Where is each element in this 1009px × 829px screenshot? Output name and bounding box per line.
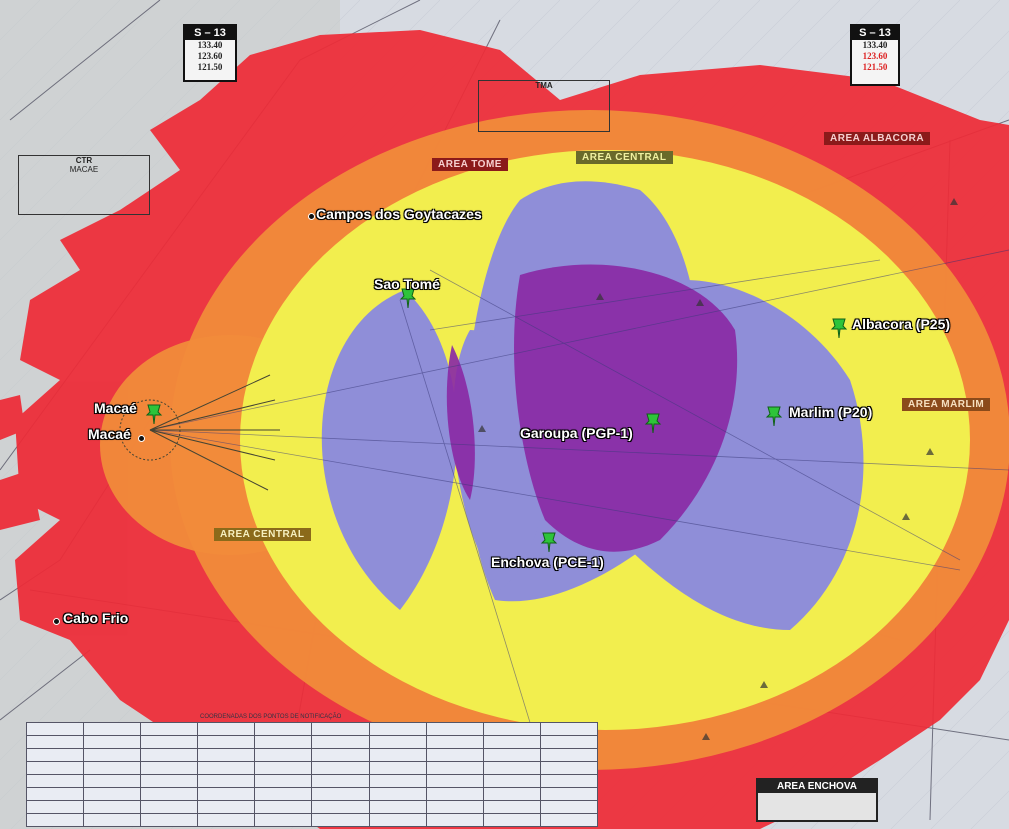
ctr-box-title: CTR	[75, 156, 93, 165]
sector-freq: 121.50	[197, 62, 223, 72]
sector-freq: 133.40	[197, 40, 223, 50]
area-tag-central: AREA CENTRAL	[576, 151, 673, 164]
cabo-frio-city-dot	[53, 618, 60, 625]
sector-freq: 133.40	[862, 40, 888, 50]
area-tag-marlim: AREA MARLIM	[902, 398, 991, 411]
label-macae-pin: Macaé	[94, 400, 137, 416]
pin-icon[interactable]	[399, 287, 417, 309]
label-sao-tome: Sao Tomé	[374, 276, 440, 292]
label-enchova: Enchova (PCE-1)	[491, 554, 604, 570]
sector-box-left: S – 13 133.40 123.60 121.50	[183, 24, 237, 82]
sector-box-title: S – 13	[852, 26, 898, 40]
waypoint-markers	[478, 198, 958, 740]
tma-box-title: TMA	[535, 81, 553, 90]
ctr-box: CTR MACAE	[18, 155, 150, 215]
coordinates-table	[25, 722, 599, 827]
purple-overlap-zone	[446, 264, 738, 552]
campos-city-dot	[308, 213, 315, 220]
sector-box-title: S – 13	[185, 26, 235, 40]
pin-icon[interactable]	[644, 412, 662, 434]
pin-icon[interactable]	[765, 405, 783, 427]
area-tag-central-left: AREA CENTRAL	[214, 528, 311, 541]
macae-city-dot	[138, 435, 145, 442]
ctr-box-sub: MACAE	[69, 165, 99, 174]
label-garoupa: Garoupa (PGP-1)	[520, 425, 633, 441]
pin-icon[interactable]	[145, 403, 163, 425]
area-tag-tome: AREA TOME	[432, 158, 508, 171]
macae-compass-rose	[119, 374, 280, 491]
sector-box-right: S – 13 133.40 123.60 121.50	[850, 24, 900, 86]
area-tag-albacora: AREA ALBACORA	[824, 132, 931, 145]
label-albacora: Albacora (P25)	[852, 316, 951, 332]
label-marlim: Marlim (P20)	[789, 404, 873, 420]
label-campos: Campos dos Goytacazes	[316, 206, 482, 222]
sector-freq: 123.60	[862, 51, 888, 61]
sector-freq: 123.60	[197, 51, 223, 61]
label-cabo-frio: Cabo Frio	[63, 610, 129, 626]
area-enchova-title: AREA ENCHOVA	[758, 780, 876, 793]
label-macae-city: Macaé	[88, 426, 131, 442]
coordinates-table-title: COORDENADAS DOS PONTOS DE NOTIFICAÇÃO	[200, 714, 342, 720]
pin-icon[interactable]	[830, 317, 848, 339]
pin-icon[interactable]	[540, 531, 558, 553]
area-enchova-box: AREA ENCHOVA	[756, 778, 878, 822]
tma-box: TMA	[478, 80, 610, 132]
sector-freq: 121.50	[862, 62, 888, 72]
